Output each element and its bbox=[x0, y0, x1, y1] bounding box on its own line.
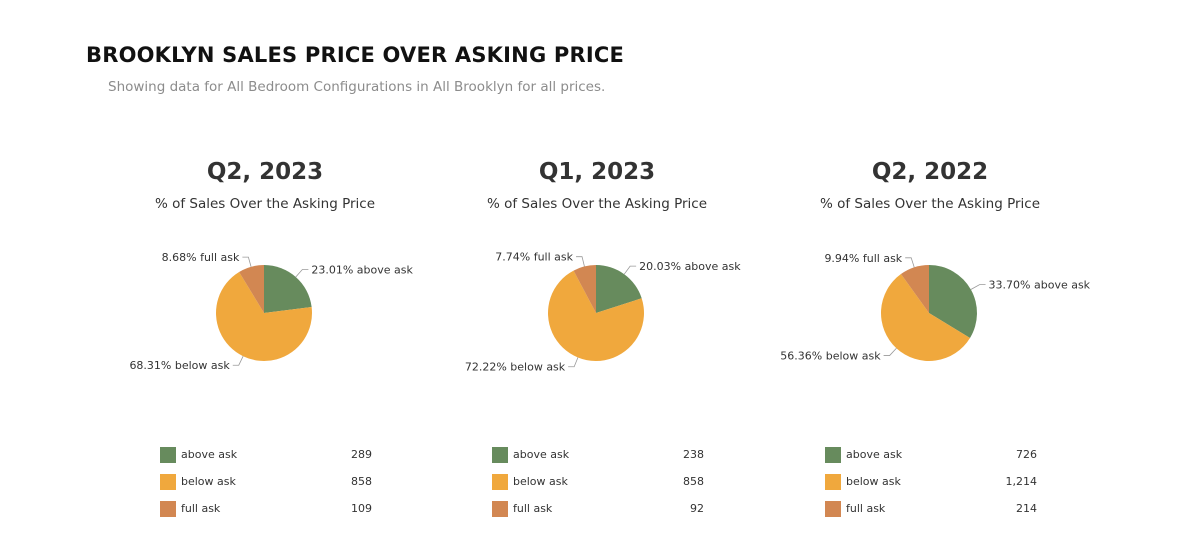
legend-label: above ask bbox=[181, 448, 238, 461]
pie-slice-label: 8.68% full ask bbox=[162, 251, 240, 264]
pie-chart: 23.01% above ask 68.31% below ask 8.68% fu… bbox=[129, 251, 413, 372]
page-subtitle: Showing data for All Bedroom Configurati… bbox=[108, 79, 606, 95]
pie-slice-label: 68.31% below ask bbox=[129, 359, 230, 372]
pie-label-connector bbox=[242, 256, 252, 267]
pie-slice-label: 33.70% above ask bbox=[989, 279, 1091, 292]
pie-chart: 20.03% above ask 72.22% below ask 7.74% fu… bbox=[465, 251, 741, 374]
legend-swatch bbox=[160, 447, 176, 463]
pie-slice[interactable] bbox=[596, 265, 642, 313]
pie-slice-label: 56.36% below ask bbox=[780, 350, 881, 363]
legend-count: 289 bbox=[351, 448, 372, 461]
legend-swatch bbox=[825, 501, 841, 517]
legend-label: above ask bbox=[846, 448, 903, 461]
legend-swatch bbox=[492, 474, 508, 490]
pie-slice[interactable] bbox=[264, 265, 312, 313]
chart-title: Q2, 2023 bbox=[206, 159, 324, 185]
legend-count: 214 bbox=[1016, 502, 1037, 515]
legend-item[interactable]: full ask 214 bbox=[765, 499, 1095, 519]
legend-count: 109 bbox=[351, 502, 372, 515]
pie-chart-panel: Q2, 2022 % of Sales Over the Asking Pric… bbox=[765, 150, 1095, 550]
legend-swatch bbox=[492, 501, 508, 517]
pie-chart-panel: Q1, 2023 % of Sales Over the Asking Pric… bbox=[432, 150, 762, 550]
legend-count: 1,214 bbox=[1005, 475, 1038, 488]
pie-label-connector bbox=[295, 269, 309, 278]
chart-subtitle: % of Sales Over the Asking Price bbox=[154, 196, 376, 212]
pie-label-connector bbox=[232, 356, 244, 366]
pie-slice[interactable] bbox=[239, 265, 264, 313]
legend-label: full ask bbox=[181, 502, 221, 515]
pie-chart: 33.70% above ask 56.36% below ask 9.94% fu… bbox=[780, 252, 1091, 363]
page-title: BROOKLYN SALES PRICE OVER ASKING PRICE bbox=[86, 43, 625, 67]
legend-label: below ask bbox=[181, 475, 236, 488]
legend-count: 238 bbox=[683, 448, 704, 461]
chart-title: Q2, 2022 bbox=[871, 159, 989, 185]
pie-slice-label: 20.03% above ask bbox=[639, 260, 741, 273]
chart-subtitle: % of Sales Over the Asking Price bbox=[819, 196, 1041, 212]
pie-label-connector bbox=[623, 265, 637, 275]
legend-swatch bbox=[825, 474, 841, 490]
legend-count: 858 bbox=[351, 475, 372, 488]
legend-item[interactable]: above ask 726 bbox=[765, 445, 1095, 465]
pie-label-connector bbox=[905, 257, 915, 268]
chart-title: Q1, 2023 bbox=[538, 159, 656, 185]
legend-item[interactable]: full ask 109 bbox=[100, 499, 430, 519]
pie-slice[interactable] bbox=[573, 265, 596, 313]
legend-label: full ask bbox=[846, 502, 886, 515]
pie-label-connector bbox=[883, 347, 897, 356]
legend-swatch bbox=[492, 447, 508, 463]
pie-slice-label: 9.94% full ask bbox=[824, 252, 902, 265]
legend-item[interactable]: below ask 1,214 bbox=[765, 472, 1095, 492]
legend-label: full ask bbox=[513, 502, 553, 515]
legend-item[interactable]: below ask 858 bbox=[432, 472, 762, 492]
pie-slice-label: 23.01% above ask bbox=[311, 264, 413, 277]
pie-label-connector bbox=[576, 256, 585, 267]
pie-label-connector bbox=[568, 357, 579, 368]
legend-swatch bbox=[160, 501, 176, 517]
pie-slice[interactable] bbox=[880, 274, 970, 362]
legend-item[interactable]: above ask 238 bbox=[432, 445, 762, 465]
chart-subtitle: % of Sales Over the Asking Price bbox=[486, 196, 708, 212]
legend-swatch bbox=[825, 447, 841, 463]
pie-slice[interactable] bbox=[929, 265, 977, 338]
pie-slice[interactable] bbox=[216, 271, 313, 361]
pie-label-connector bbox=[970, 284, 986, 290]
legend-item[interactable]: above ask 289 bbox=[100, 445, 430, 465]
legend-count: 92 bbox=[690, 502, 704, 515]
legend-swatch bbox=[160, 474, 176, 490]
pie-slice[interactable] bbox=[900, 265, 929, 313]
legend-count: 858 bbox=[683, 475, 704, 488]
pie-chart-panel: Q2, 2023 % of Sales Over the Asking Pric… bbox=[100, 150, 430, 550]
legend-item[interactable]: below ask 858 bbox=[100, 472, 430, 492]
legend-label: above ask bbox=[513, 448, 570, 461]
pie-slice-label: 7.74% full ask bbox=[495, 251, 573, 264]
legend-item[interactable]: full ask 92 bbox=[432, 499, 762, 519]
legend-label: below ask bbox=[846, 475, 901, 488]
pie-slice-label: 72.22% below ask bbox=[465, 361, 566, 374]
legend-count: 726 bbox=[1016, 448, 1037, 461]
pie-slice[interactable] bbox=[547, 270, 644, 362]
legend-label: below ask bbox=[513, 475, 568, 488]
